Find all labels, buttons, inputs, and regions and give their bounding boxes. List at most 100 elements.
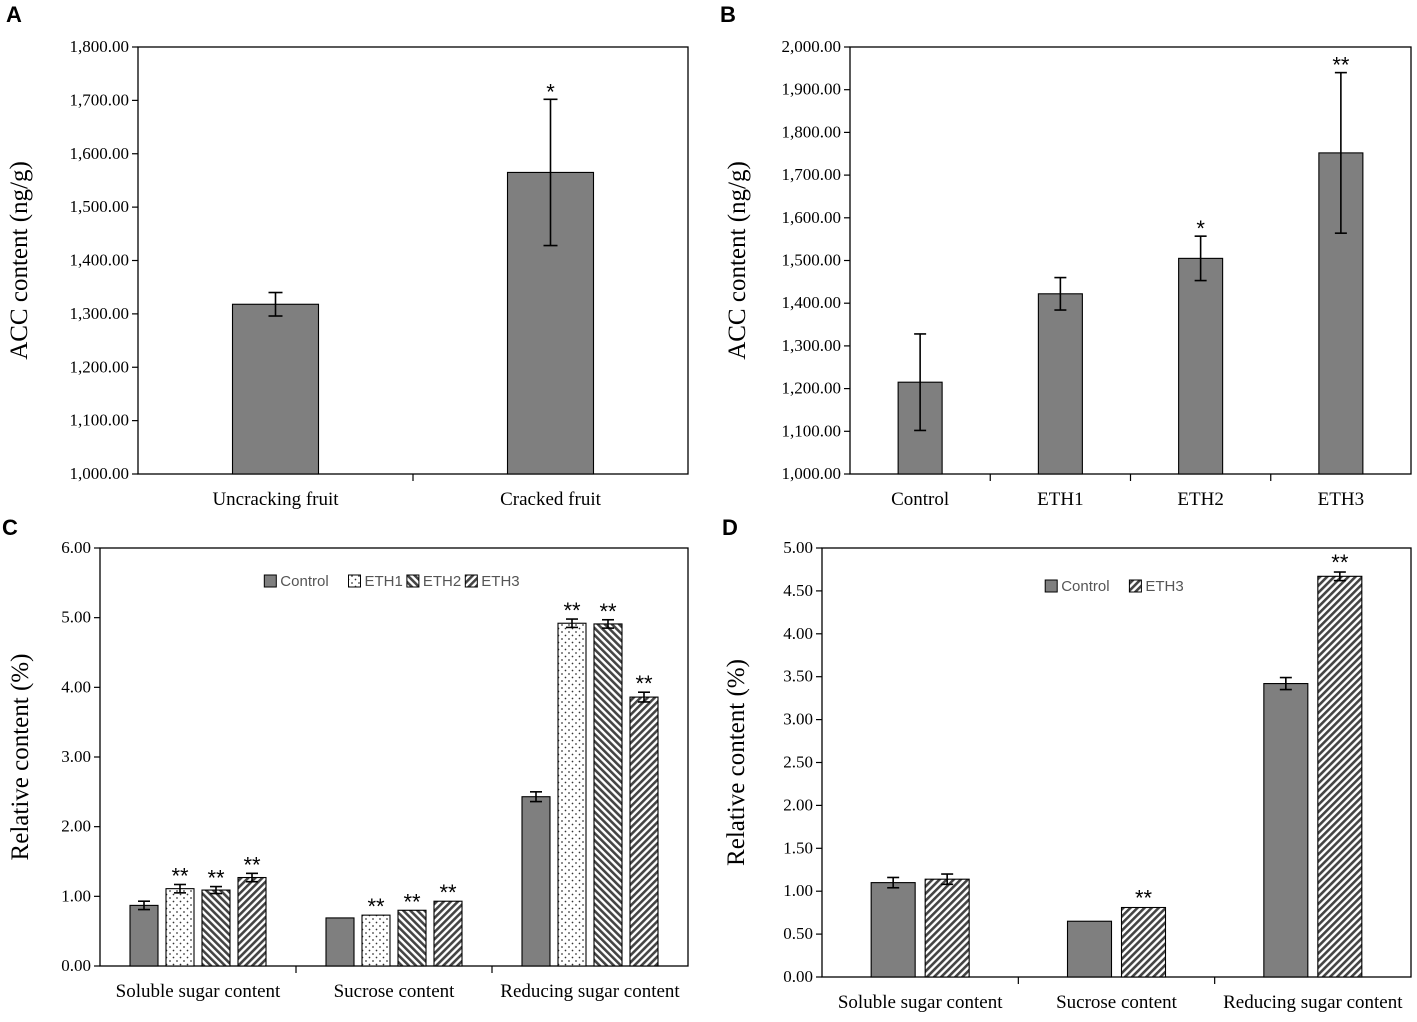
bar-value-eth2 [1178,257,1224,475]
x-category-label-sucrose-content: Sucrose content [1056,992,1178,1013]
significance-marker: * [546,79,555,104]
y-tick-label: 5.00 [783,538,813,557]
legend-d: Control ETH3 [1044,578,1184,595]
panel-letter-b: B [720,2,736,27]
y-tick-label: 1,100.00 [70,411,130,430]
y-tick-label: 1,300.00 [70,304,130,323]
y-tick-label: 0.50 [783,924,813,943]
legend-swatch-control [263,574,277,588]
y-tick-label: 3.00 [61,747,91,766]
panel-letter-d: D [722,515,738,540]
x-category-label-reducing-sugar-content: Reducing sugar content [1223,992,1403,1013]
x-category-label-cracked-fruit: Cracked fruit [500,489,601,510]
y-tick-label: 1,500.00 [70,197,130,216]
y-tick-label: 1,800.00 [782,122,842,141]
y-tick-label: 1,500.00 [782,251,842,270]
bar-value-eth1 [1037,293,1083,475]
y-tick-label: 2.50 [783,753,813,772]
significance-marker: ** [171,863,189,888]
y-tick-label: 1,400.00 [70,251,130,270]
y-tick-label: 4.50 [783,581,813,600]
legend-swatch-eth3 [464,574,478,588]
y-tick-label: 1,000.00 [70,464,130,483]
significance-marker: ** [1331,550,1349,575]
x-category-label-sucrose-content: Sucrose content [334,981,456,1002]
y-tick-label: 5.00 [61,608,91,627]
y-axis-title: Relative content (%) [723,659,750,866]
legend-swatch-control [1044,579,1058,593]
x-category-label-control: Control [891,489,949,510]
y-axis-title: ACC content (ng/g) [6,161,33,360]
chart-panel-d: 0.00 0.50 1.00 1.50 2.00 2.50 3.00 3.50 4.00 4.50… [723,538,1412,1013]
x-category-label-uncracking-fruit: Uncracking fruit [212,489,339,510]
y-tick-label: 1,400.00 [782,293,842,312]
chart-panel-b: 1,000.00 1,100.00 1,200.00 1,300.00 1,400.00… [724,37,1412,510]
bar-eth3-reducing-sugar-content [1317,575,1363,978]
legend-c: Control ETH1 ETH2 ETH3 [263,573,520,590]
plot-area-a [137,46,689,475]
bar-control-reducing-sugar-content [521,796,551,967]
bar-eth3-reducing-sugar-content [629,696,659,967]
significance-marker: ** [599,599,617,624]
x-category-label-eth2: ETH2 [1177,489,1223,510]
y-tick-label: 1,200.00 [782,379,842,398]
legend-label-control: Control [1061,578,1109,595]
significance-marker: ** [207,866,225,891]
bar-eth3-sucrose-content [1120,906,1167,978]
y-tick-label: 1,600.00 [782,208,842,227]
legend-swatch-eth1 [348,574,361,588]
x-category-label-soluble-sugar-content: Soluble sugar content [116,981,281,1002]
significance-marker: ** [1135,886,1153,911]
y-tick-label: 1,600.00 [70,144,130,163]
y-tick-label: 1,000.00 [782,464,842,483]
x-category-label-reducing-sugar-content: Reducing sugar content [500,981,680,1002]
bar-value-uncracking-fruit [231,303,320,475]
bar-control-sucrose-content [1066,920,1113,978]
bar-eth1-soluble-sugar-content [165,888,195,967]
bar-eth2-soluble-sugar-content [201,889,231,967]
legend-swatch-eth2 [406,574,420,588]
legend-label-eth2: ETH2 [423,573,461,590]
y-tick-label: 3.50 [783,667,813,686]
bar-control-reducing-sugar-content [1263,683,1309,978]
y-tick-label: 1,200.00 [70,357,130,376]
bar-eth2-sucrose-content [397,909,427,967]
y-tick-label: 1,800.00 [70,37,130,56]
legend-swatch-eth3 [1128,579,1142,593]
legend-label-eth3: ETH3 [481,573,519,590]
bar-control-soluble-sugar-content [129,904,159,967]
y-axis-title: Relative content (%) [7,654,34,861]
y-tick-label: 0.00 [61,956,91,975]
y-tick-label: 4.00 [783,624,813,643]
y-tick-label: 1,700.00 [782,165,842,184]
legend-label-control: Control [280,573,328,590]
bar-eth3-sucrose-content [433,900,463,967]
significance-marker: ** [563,598,581,623]
legend-label-eth3: ETH3 [1145,578,1183,595]
chart-panel-a: 1,000.00 1,100.00 1,200.00 1,300.00 1,400.00… [6,37,689,510]
y-tick-label: 1.00 [61,886,91,905]
y-tick-label: 1,900.00 [782,80,842,99]
significance-marker: ** [1332,53,1350,78]
y-tick-label: 4.00 [61,677,91,696]
significance-marker: * [1196,216,1205,241]
y-axis-title: ACC content (ng/g) [724,161,751,360]
bar-control-soluble-sugar-content [870,882,916,978]
y-tick-label: 3.00 [783,710,813,729]
x-category-label-eth1: ETH1 [1037,489,1083,510]
bar-eth3-soluble-sugar-content [237,876,267,967]
y-tick-label: 2,000.00 [782,37,842,56]
panel-letter-a: A [6,2,22,27]
chart-panel-c: 0.00 1.00 2.00 3.00 4.00 5.00 6.00 Relative con… [7,538,689,1002]
y-tick-label: 2.00 [783,795,813,814]
significance-marker: ** [635,671,653,696]
bar-eth1-sucrose-content [361,914,391,967]
y-tick-label: 1,100.00 [782,421,842,440]
bar-control-sucrose-content [325,917,355,967]
y-tick-label: 0.00 [783,967,813,986]
legend-label-eth1: ETH1 [365,573,403,590]
significance-marker: ** [243,852,261,877]
y-tick-label: 1.00 [783,881,813,900]
bar-eth3-soluble-sugar-content [924,878,970,978]
